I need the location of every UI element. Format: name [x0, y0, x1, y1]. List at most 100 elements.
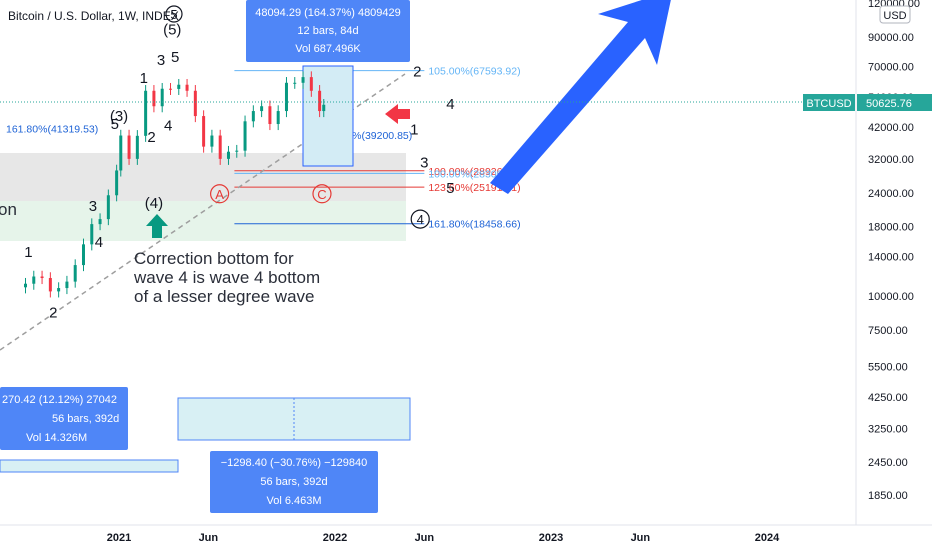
big-blue-arrow — [490, 0, 671, 194]
svg-text:C: C — [317, 187, 326, 202]
fib-label: 105.00%(67593.92) — [428, 66, 520, 78]
wave-label: 2 — [413, 64, 421, 81]
wave-label: 3 — [420, 155, 428, 172]
wave-label: (5) — [163, 21, 181, 38]
candle-body — [23, 283, 27, 288]
currency-badge[interactable]: USD — [879, 5, 911, 24]
svg-text:50625.76: 50625.76 — [866, 98, 912, 110]
green-zone — [0, 201, 406, 241]
x-tick-label: Jun — [415, 532, 435, 544]
y-tick-label: 70000.00 — [868, 62, 914, 74]
candle-body — [81, 244, 85, 266]
x-tick-label: 2023 — [539, 532, 563, 544]
wave-label: 2 — [147, 129, 155, 146]
y-tick-label: 4250.00 — [868, 392, 908, 404]
svg-text:270.42 (12.12%) 27042: 270.42 (12.12%) 27042 — [2, 394, 117, 406]
x-tick-label: 2022 — [323, 532, 347, 544]
candle-body — [218, 135, 222, 159]
measure-down-box: −1298.40 (−30.76%) −129840 56 bars, 392d… — [210, 451, 378, 513]
svg-text:A: A — [215, 187, 224, 202]
x-tick-label: 2024 — [755, 532, 780, 544]
candle-body — [185, 84, 189, 91]
fib-label: 161.80%(18458.66) — [428, 219, 520, 231]
svg-text:5: 5 — [170, 7, 177, 22]
wave-label: 2 — [49, 304, 57, 321]
candle-body — [98, 219, 102, 225]
svg-text:Vol 6.463M: Vol 6.463M — [266, 495, 321, 507]
chart-title: Bitcoin / U.S. Dollar, 1W, INDEX — [8, 9, 179, 23]
candle-body — [144, 90, 148, 136]
y-tick-label: 2450.00 — [868, 457, 908, 469]
left-partial-text: on — [0, 200, 17, 219]
wave-label: 5 — [171, 49, 179, 66]
y-tick-label: 18000.00 — [868, 222, 914, 234]
candle-body — [260, 106, 264, 112]
y-tick-label: 24000.00 — [868, 188, 914, 200]
x-tick-label: 2021 — [107, 532, 131, 544]
svg-text:Vol 14.326M: Vol 14.326M — [26, 432, 87, 444]
candle-body — [177, 84, 181, 89]
y-tick-label: 90000.00 — [868, 32, 914, 44]
candle-body — [152, 90, 156, 107]
y-tick-label: 14000.00 — [868, 251, 914, 263]
candle-body — [243, 121, 247, 151]
candle-body — [168, 88, 172, 90]
svg-text:12 bars, 84d: 12 bars, 84d — [297, 25, 358, 37]
candle-body — [268, 106, 272, 125]
candle-body — [160, 88, 164, 107]
title-circled-5: 5 — [165, 5, 183, 23]
y-tick-label: 7500.00 — [868, 325, 908, 337]
candle-body — [210, 135, 214, 147]
wave-label: 5 — [446, 180, 454, 197]
x-axis[interactable]: 2021 Jun 2022 Jun 2023 Jun 2024 — [107, 532, 780, 544]
y-axis[interactable]: 120000.0090000.0070000.0054000.0042000.0… — [868, 0, 920, 502]
annotation-line-3: of a lesser degree wave — [134, 287, 315, 306]
candle-body — [309, 77, 313, 91]
x-tick-label: Jun — [199, 532, 219, 544]
candle-body — [318, 90, 322, 112]
candle-body — [65, 281, 69, 289]
candle-body — [40, 276, 44, 279]
svg-text:Vol 687.496K: Vol 687.496K — [295, 43, 361, 55]
svg-text:56 bars, 392d: 56 bars, 392d — [260, 476, 327, 488]
y-tick-label: 3250.00 — [868, 424, 908, 436]
wave-label: 1 — [24, 244, 32, 261]
annotation-line-2: wave 4 is wave 4 bottom — [133, 268, 320, 287]
svg-text:USD: USD — [883, 10, 906, 22]
wave-label: 4 — [164, 117, 172, 134]
wave-label: 1 — [140, 70, 148, 87]
candle-body — [251, 111, 255, 122]
candle-body — [284, 82, 288, 112]
candle-body — [119, 135, 123, 171]
candle-body — [322, 104, 326, 112]
candle-body — [106, 195, 110, 220]
svg-text:48094.29 (164.37%) 4809429: 48094.29 (164.37%) 4809429 — [255, 7, 401, 19]
candle-body — [193, 90, 197, 117]
svg-text:4: 4 — [417, 212, 424, 227]
candle-body — [235, 150, 239, 152]
candle-body — [32, 276, 36, 284]
candle-body — [276, 111, 280, 125]
candle-body — [57, 288, 61, 292]
svg-text:BTCUSD: BTCUSD — [806, 98, 851, 110]
y-tick-label: 5500.00 — [868, 362, 908, 374]
candle-body — [90, 224, 94, 245]
measure-box-light-left — [0, 459, 179, 473]
candle-body — [48, 278, 52, 292]
y-tick-label: 32000.00 — [868, 154, 914, 166]
wave-label: 3 — [157, 52, 165, 69]
wave-label: 4 — [95, 234, 103, 251]
red-arrow — [385, 104, 410, 124]
candle-body — [202, 116, 206, 147]
x-tick-label: Jun — [631, 532, 651, 544]
circled-wave-label: 4 — [410, 209, 430, 229]
green-arrow — [146, 214, 168, 238]
wave-label: 5 — [111, 116, 119, 133]
candle-body — [73, 265, 77, 282]
wave-label: 1 — [410, 122, 418, 139]
candle-body — [115, 170, 119, 196]
wave-label: (3) — [110, 108, 128, 125]
candle-body — [127, 135, 131, 159]
y-tick-label: 1850.00 — [868, 490, 908, 502]
